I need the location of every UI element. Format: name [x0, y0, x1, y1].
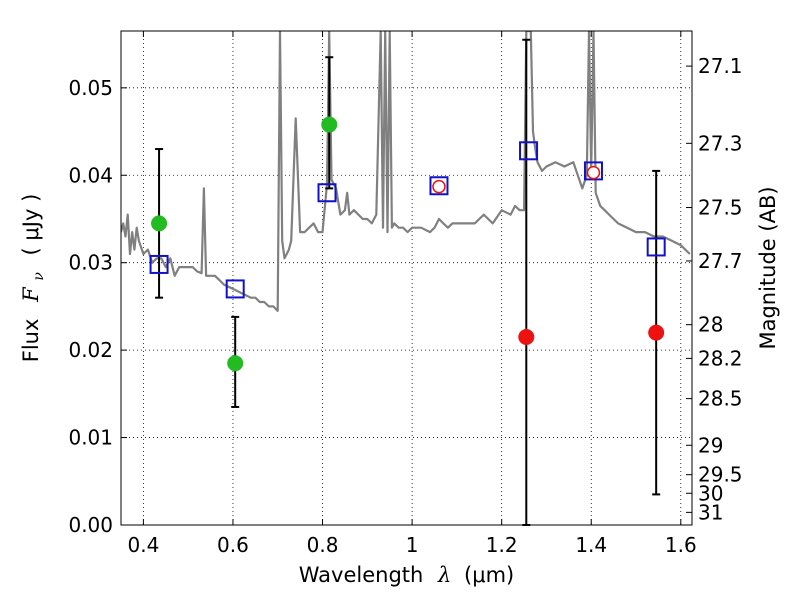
grid-lines — [121, 31, 692, 526]
y2-tick-label: 28.5 — [698, 387, 743, 411]
y2-axis-label: Magnitude (AB) — [756, 186, 780, 349]
x-tick-label: 1.6 — [665, 533, 697, 557]
y2-tick-label: 27.3 — [698, 131, 743, 155]
y-tick-label: 0.02 — [68, 338, 113, 362]
y-tick-label: 0.01 — [68, 426, 113, 450]
y2-tick-label: 29 — [698, 433, 723, 457]
x-tick-label: 1 — [406, 533, 419, 557]
y2-tick-label: 29.5 — [698, 463, 743, 487]
y2-tick-label: 27.5 — [698, 196, 743, 220]
y-tick-label: 0.05 — [68, 76, 113, 100]
plot-frame — [120, 30, 693, 526]
y2-tick-label: 30 — [698, 481, 723, 505]
observed-point-red — [432, 179, 446, 194]
x-axis-label: Wavelength λ (μm) — [299, 563, 514, 587]
y2-tick-label: 27.1 — [698, 54, 743, 78]
observed-point-red — [518, 329, 535, 346]
model-square — [225, 279, 245, 299]
x-tick-label: 1.2 — [486, 533, 518, 557]
observed-point-red — [586, 165, 601, 180]
observed-point-red — [648, 324, 665, 341]
x-tick-label: 1.4 — [575, 533, 607, 557]
y-axis-label: Flux F ν ( μJy ) — [19, 194, 48, 363]
model-square — [646, 237, 666, 257]
y-tick-label: 0.04 — [68, 163, 113, 187]
observed-point-green — [227, 355, 244, 372]
tick-labels: 0.4 0.6 0.8 1 1.2 1.4 1.6 0.00 0.01 0.02 0.03 0.04 0… — [68, 54, 742, 557]
observed-point-green — [151, 215, 168, 232]
model-square — [317, 183, 337, 203]
model-square — [429, 176, 449, 196]
data-markers — [149, 116, 666, 372]
observed-point-green — [321, 116, 338, 133]
x-tick-label: 0.4 — [127, 533, 159, 557]
error-bars — [155, 38, 661, 526]
model-square — [519, 141, 539, 161]
model-spectrum — [121, 31, 691, 312]
x-tick-label: 0.8 — [307, 533, 339, 557]
y2-tick-label: 28 — [698, 313, 723, 337]
model-square — [149, 254, 169, 274]
y2-tick-label: 27.7 — [698, 249, 743, 273]
y2-tick-label: 31 — [698, 500, 723, 524]
model-spectrum-line — [121, 31, 691, 312]
y-tick-label: 0.00 — [68, 513, 113, 537]
y-tick-label: 0.03 — [68, 251, 113, 275]
y2-tick-label: 28.2 — [698, 346, 743, 370]
model-square — [583, 161, 603, 181]
x-tick-label: 0.6 — [217, 533, 249, 557]
axis-ticks — [121, 31, 692, 526]
